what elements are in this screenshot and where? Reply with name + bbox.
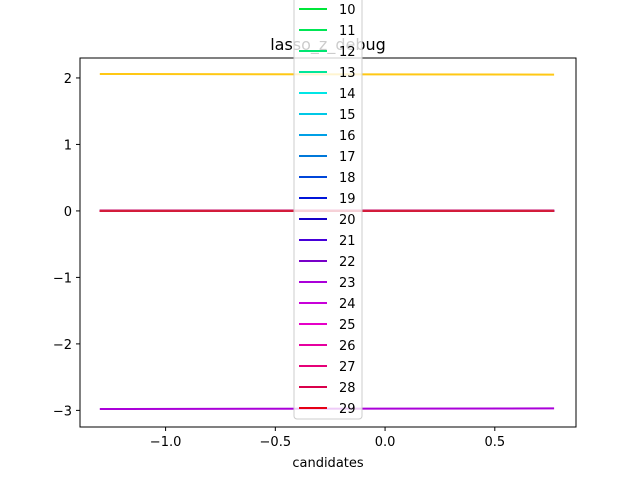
legend-label-12: 12: [339, 45, 356, 60]
legend-label-23: 23: [339, 276, 356, 291]
legend: 10 11 12 13 14 15 16 17 18 19 20 21 22 23 24 25 26 27 28 29: [293, 0, 363, 420]
x-tick-label: 0.0: [375, 435, 396, 450]
legend-label-28: 28: [339, 381, 356, 396]
legend-label-26: 26: [339, 339, 356, 354]
legend-label-13: 13: [339, 66, 356, 81]
legend-label-20: 20: [339, 213, 356, 228]
x-axis: −1.0 −0.5 0.0 0.5: [150, 427, 505, 450]
y-tick-label: −3: [53, 404, 72, 419]
y-tick-label: 2: [64, 72, 72, 87]
x-tick-label: 0.5: [484, 435, 505, 450]
x-tick-label: −1.0: [150, 435, 182, 450]
y-axis: −3 −2 −1 0 1 2: [53, 72, 80, 419]
y-tick-label: −1: [53, 271, 72, 286]
legend-label-14: 14: [339, 87, 356, 102]
legend-label-27: 27: [339, 360, 356, 375]
legend-label-15: 15: [339, 108, 356, 123]
legend-box: [293, 0, 363, 420]
legend-label-29: 29: [339, 402, 356, 417]
legend-label-21: 21: [339, 234, 356, 249]
legend-label-11: 11: [339, 24, 356, 39]
legend-label-18: 18: [339, 171, 356, 186]
legend-label-22: 22: [339, 255, 356, 270]
x-axis-label: candidates: [292, 456, 364, 471]
y-tick-label: 0: [64, 205, 72, 220]
legend-label-24: 24: [339, 297, 356, 312]
legend-label-10: 10: [339, 3, 356, 18]
x-tick-label: −0.5: [260, 435, 292, 450]
y-tick-label: 1: [64, 138, 72, 153]
legend-label-17: 17: [339, 150, 356, 165]
legend-label-19: 19: [339, 192, 356, 207]
legend-label-25: 25: [339, 318, 356, 333]
legend-label-16: 16: [339, 129, 356, 144]
y-tick-label: −2: [53, 338, 72, 353]
